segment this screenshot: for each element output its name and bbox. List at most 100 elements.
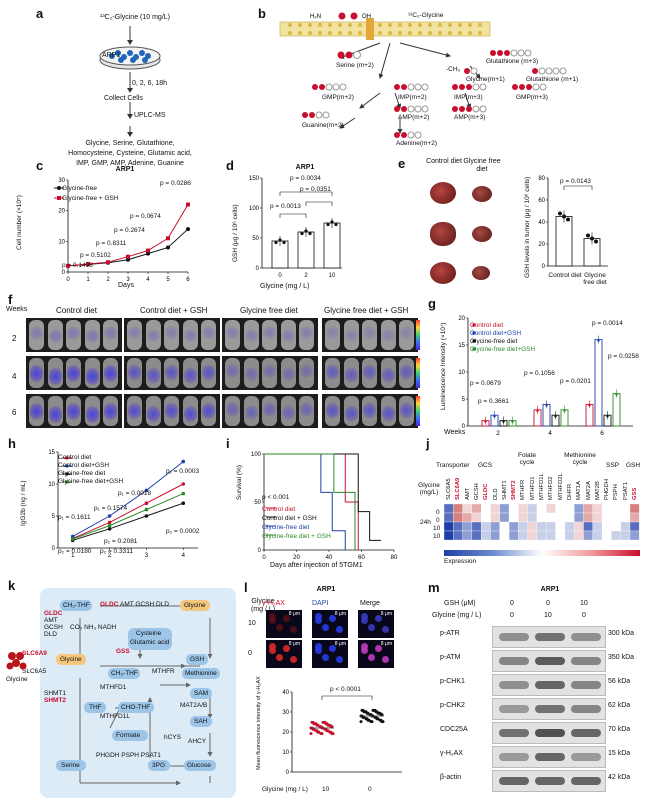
heatmap-cell [508,504,519,514]
chart-i-xtick-label: 0 [262,555,266,561]
chart-l-ytick-label: 20 [282,730,289,736]
mouse [399,358,414,388]
legend-h-3: Glycine-free diet [58,470,106,477]
heatmap-cell [462,530,473,541]
mouse [164,358,179,388]
chart-d-ylabel: GSH (μg / 10⁶ cells) [232,204,239,262]
mouse [47,396,63,426]
mouse [66,396,81,426]
bioluminescence-signal [344,367,358,383]
mouse [66,320,81,350]
chart-e: 0 20 40 60 80 [538,176,608,270]
blot-band [571,681,601,689]
chart-h-point [107,523,112,528]
chart-l-ylabel: Mean fluorescence intensity of γ-H₂AX [256,676,262,770]
chart-l-point [376,711,380,715]
heatmap-cell [555,521,566,532]
scale-label: 8 μm [288,611,300,617]
chart-h-xtick-label: 2 [108,553,112,559]
legend-i-1: Control diet [262,506,296,513]
legend-h-4: Glycine-free diet+GSH [58,478,124,485]
chart-d-bar [297,231,315,269]
nucleus [361,613,368,620]
chart-d-point [334,222,338,227]
heatmap-cell [611,530,621,541]
chart-e-point [586,233,590,238]
heatmap-cell [620,512,631,523]
mouse [399,396,414,426]
k-node-mthfr: MTHFR [152,668,175,675]
l-row-0: 0 [248,650,252,657]
chart-d-xtick-label: 10 [329,273,336,279]
heatmap-cell [444,512,454,523]
chart-c-point [186,202,190,207]
mouse [362,320,377,350]
bioluminescence-signal [263,402,276,417]
pval-g-0: p = 0.0014 [592,320,623,327]
node-gsh-bg [186,654,208,665]
heatmap-cell [601,530,612,541]
nucleus [269,613,276,620]
chart-c-ylabel: Cell number (×10⁵) [16,195,23,250]
micrograph-r1-c2: 8 μm [358,640,394,668]
pval-h-2: p₁ = 0.1574 [94,505,128,512]
heatmap-cell [508,521,519,532]
nucleus [361,647,368,654]
bioluminescence-signal [326,364,339,380]
pval-h-7: p₂ = 0.3311 [100,548,133,555]
legend-g-4: Glycine-free diet+GSH [470,346,536,353]
node-adenine: Adenine(m+2) [396,140,438,147]
heatmap-cell [583,512,593,523]
heatmap-cell [490,512,500,523]
j-row-0b: 0 [436,517,440,524]
chart-g-point [554,415,557,418]
pval-c-1: p = 0.0674 [130,213,161,220]
k-node-glutamic: Glutamic acid [130,639,170,646]
bioluminescence-signal [48,329,62,343]
nucleus [315,613,322,620]
chart-l-point [312,722,316,726]
bioluminescence-signal [67,402,80,421]
mouse [225,320,240,350]
k-node-ch3thf: CH₃-THF [111,670,138,677]
heatmap-cell [592,530,603,541]
pval-c-5: p = 0.1498 [62,262,93,269]
bioluminescence-signal [202,402,215,420]
j-gene-label: GCSH [473,483,480,500]
chart-c-point [146,251,150,256]
heatmap-cell [620,521,631,532]
chart-g-xtick-label: 6 [600,430,604,437]
bioluminescence-signal [326,326,339,339]
blot-band [535,657,565,665]
chart-g-legend-marker [472,347,476,351]
legend-c-1: Glycine-free [62,185,98,192]
chart-g-legend-marker [472,323,476,327]
mouse [201,358,216,388]
blot-band [499,681,529,689]
mouse [299,320,314,350]
chart-i-xtick-label: 80 [391,555,398,561]
node-imp3: IMP(m+3) [454,94,483,101]
bioluminescence-signal [183,405,197,423]
blot-protein-label: p-CHK1 [440,678,465,685]
luminescence-scale-bar [416,358,420,388]
chart-g-legend-marker [472,339,476,343]
blot-band [535,633,565,641]
heatmap-cell [601,512,612,523]
heatmap-cell [536,504,547,514]
k-gcsh-left: GCSH [44,624,63,631]
chart-e-point [562,214,566,219]
heatmap-cell [481,521,491,532]
chart-g-point [484,420,487,423]
mouse [29,320,44,350]
k-node-slc6a5: SLC6A5 [22,668,47,675]
k-node-co2: CO₂ NH₃ NADH [70,624,117,631]
nucleus [361,617,368,624]
membrane-diagram: H₂N OH [279,12,491,40]
chart-e-ytick-label: 60 [538,198,545,204]
chart-h-point [181,491,186,496]
chart-h-series-line [72,502,184,541]
chart-h: 0 5 10 15 1 2 3 4 [48,450,198,559]
chart-h-point [70,534,75,539]
chart-l-point [329,725,333,729]
